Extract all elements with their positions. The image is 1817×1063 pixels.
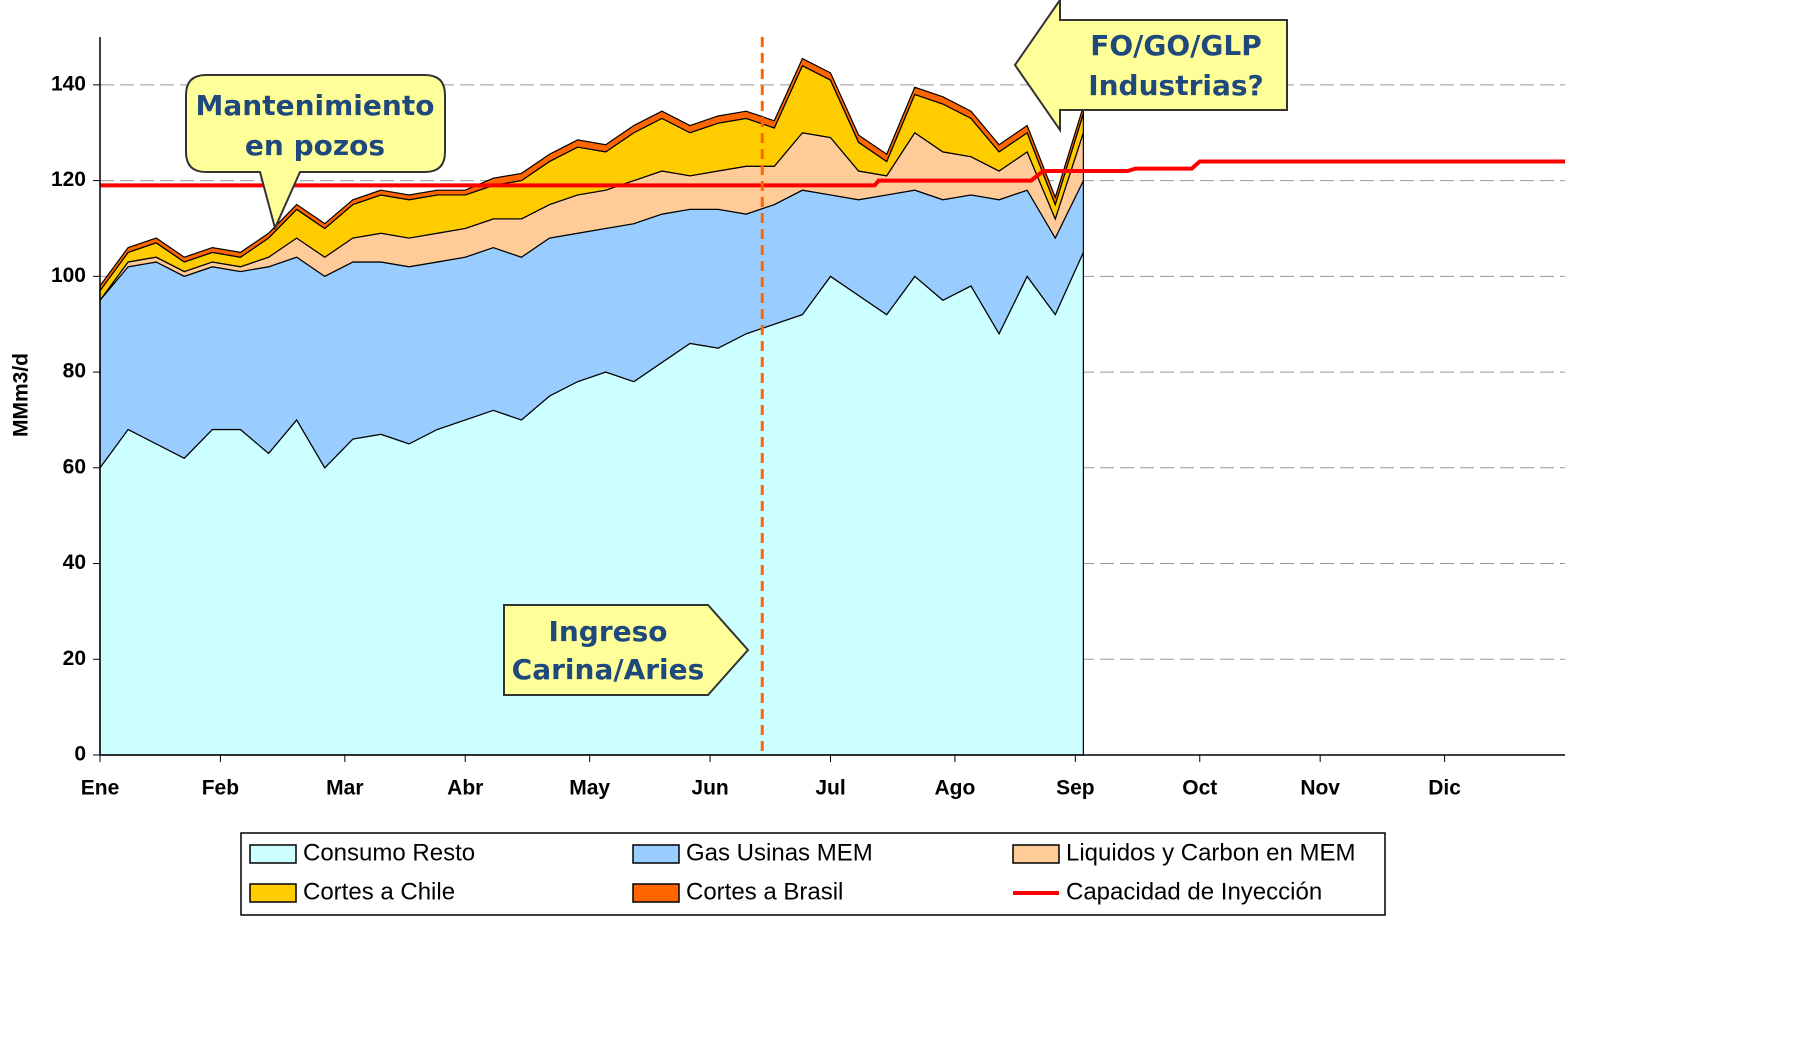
legend-label: Consumo Resto xyxy=(303,839,475,866)
legend-swatch xyxy=(249,883,297,903)
legend-label: Cortes a Brasil xyxy=(686,878,843,905)
y-tick-label: 0 xyxy=(74,743,86,766)
x-tick-label: May xyxy=(569,777,610,800)
arrow-shape xyxy=(503,604,750,696)
legend-box xyxy=(240,832,1386,916)
x-tick-label: Abr xyxy=(447,777,483,800)
legend-swatch xyxy=(1012,844,1060,864)
plot-area xyxy=(93,37,1565,762)
x-tick-label: Ene xyxy=(81,777,120,800)
legend-label: Cortes a Chile xyxy=(303,878,455,905)
y-axis-label: MMm3/d xyxy=(10,353,33,437)
callout-shape xyxy=(185,74,446,231)
legend-label: Liquidos y Carbon en MEM xyxy=(1066,839,1355,866)
x-tick-label: Jul xyxy=(815,777,845,800)
legend-swatch xyxy=(249,844,297,864)
legend-swatch xyxy=(632,844,680,864)
x-tick-label: Ago xyxy=(935,777,976,800)
legend-label: Gas Usinas MEM xyxy=(686,839,873,866)
annotation: Carina/Aries xyxy=(512,653,705,686)
y-tick-label: 40 xyxy=(63,551,86,574)
x-tick-label: Oct xyxy=(1182,777,1217,800)
x-tick-label: Dic xyxy=(1428,777,1461,800)
x-tick-label: Sep xyxy=(1056,777,1095,800)
annotation: Ingreso xyxy=(548,615,667,648)
y-tick-label: 20 xyxy=(63,647,86,670)
y-tick-label: 120 xyxy=(51,168,86,191)
x-tick-label: Jun xyxy=(691,777,728,800)
annotation: Industrias? xyxy=(1088,69,1264,102)
legend-swatch xyxy=(632,883,680,903)
x-tick-label: Nov xyxy=(1300,777,1340,800)
annotation: en pozos xyxy=(245,129,385,162)
annotation: FO/GO/GLP xyxy=(1090,29,1262,62)
y-tick-label: 80 xyxy=(63,360,86,383)
line xyxy=(100,159,1565,188)
annotation: Mantenimiento xyxy=(196,89,435,122)
overlay xyxy=(185,0,1288,696)
area xyxy=(99,57,1084,293)
x-tick-label: Mar xyxy=(326,777,363,800)
legend-label: Capacidad de Inyección xyxy=(1066,878,1322,905)
y-tick-label: 100 xyxy=(51,264,86,287)
y-tick-label: 60 xyxy=(63,455,86,478)
arrow-shape xyxy=(1013,0,1288,134)
y-tick-label: 140 xyxy=(51,72,86,95)
x-tick-label: Feb xyxy=(202,777,239,800)
